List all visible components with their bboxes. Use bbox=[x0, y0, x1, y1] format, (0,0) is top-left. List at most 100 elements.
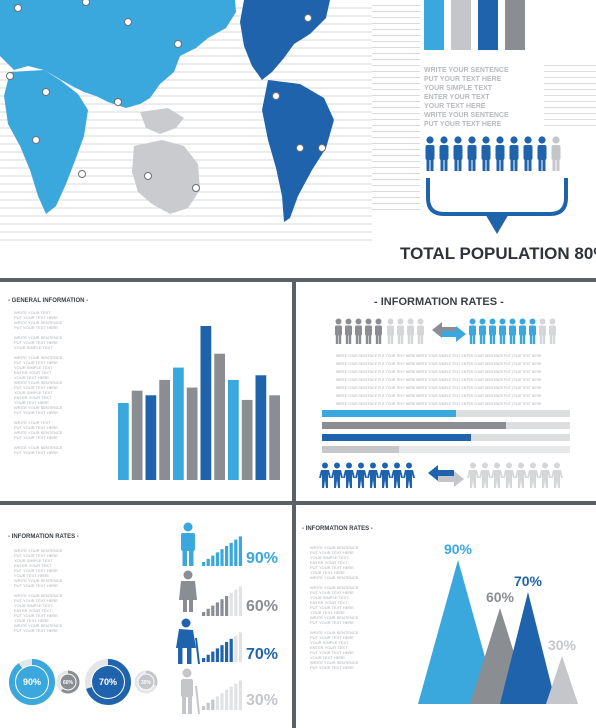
person-icon bbox=[549, 319, 556, 345]
sentence-line: YOUR SIMPLE TEXT bbox=[424, 84, 564, 93]
step-bar bbox=[211, 700, 214, 710]
people-group-blue bbox=[469, 319, 536, 345]
person-cane-icon bbox=[176, 668, 202, 716]
person-icon bbox=[355, 463, 367, 489]
triangle-D bbox=[546, 656, 578, 704]
top-left-stripes bbox=[0, 242, 372, 256]
person-icon bbox=[407, 319, 414, 345]
person-icon bbox=[510, 136, 519, 171]
person-woman-icon bbox=[178, 570, 198, 614]
info-rates-mid-title: - INFORMATION RATES - bbox=[374, 296, 504, 308]
step-bar bbox=[225, 690, 228, 710]
step-bar bbox=[220, 599, 223, 616]
bar-10 bbox=[242, 400, 253, 480]
progress-bars bbox=[322, 410, 570, 456]
bar-9 bbox=[228, 380, 239, 480]
person-icon bbox=[489, 319, 496, 345]
people-group-light bbox=[539, 319, 556, 345]
step-bar bbox=[220, 693, 223, 710]
map-pin bbox=[43, 89, 50, 96]
person-icon bbox=[387, 319, 394, 345]
triangle-chart: 90%60%70%30% bbox=[410, 522, 594, 712]
step-bar bbox=[202, 658, 205, 662]
step-bar bbox=[239, 536, 242, 566]
step-bar bbox=[211, 606, 214, 616]
info-rates-right-title: - INFORMATION RATES - bbox=[302, 526, 373, 532]
person-standing-icon bbox=[178, 522, 198, 568]
bar-5 bbox=[173, 368, 184, 480]
map-pin bbox=[83, 0, 90, 6]
progress-track bbox=[322, 410, 570, 417]
step-bar bbox=[202, 706, 205, 710]
bar-11 bbox=[256, 375, 267, 480]
person-icon bbox=[468, 136, 477, 171]
person-icon bbox=[524, 136, 533, 171]
map-pin bbox=[15, 5, 22, 12]
donut-label: 30% bbox=[141, 680, 152, 686]
people-group-light bbox=[467, 463, 563, 489]
person-icon bbox=[367, 463, 379, 489]
person-icon bbox=[343, 463, 355, 489]
step-bar bbox=[216, 602, 219, 616]
rate-steps-2 bbox=[202, 582, 244, 616]
divider-vertical-mid bbox=[292, 282, 296, 501]
step-bar bbox=[230, 593, 233, 616]
step-bar bbox=[234, 636, 237, 662]
sentence-line: YOUR TEXT HERE bbox=[424, 102, 564, 111]
top-bar bbox=[505, 0, 525, 50]
triangle-label: 30% bbox=[548, 637, 577, 653]
person-icon bbox=[391, 463, 403, 489]
info-rates-mid-text: WRITE YOUR SENTENCE PUT YOUR TEXT HERE W… bbox=[336, 352, 562, 408]
map-pin bbox=[273, 93, 280, 100]
step-bar bbox=[230, 543, 233, 566]
world-map bbox=[0, 0, 372, 252]
person-icon bbox=[499, 319, 506, 345]
map-pin bbox=[175, 41, 182, 48]
person-icon bbox=[551, 463, 563, 489]
top-right-stripes bbox=[372, 0, 420, 210]
map-pin bbox=[297, 145, 304, 152]
bar-6 bbox=[187, 388, 198, 480]
person-icon bbox=[375, 319, 382, 345]
person-icon bbox=[539, 463, 551, 489]
progress-fill bbox=[322, 434, 471, 441]
divider-mid bbox=[0, 501, 596, 505]
person-icon bbox=[491, 463, 503, 489]
person-icon bbox=[479, 319, 486, 345]
step-bar bbox=[239, 632, 242, 662]
bar-12 bbox=[269, 395, 280, 480]
step-bar bbox=[230, 687, 233, 710]
bracket-arrow bbox=[424, 176, 570, 238]
top-text-stripes bbox=[544, 60, 596, 130]
people-group-light bbox=[387, 319, 424, 345]
map-pin bbox=[145, 173, 152, 180]
bar-3 bbox=[146, 395, 157, 480]
bar-1 bbox=[118, 403, 129, 480]
rate-steps-4 bbox=[202, 676, 244, 710]
step-bar bbox=[207, 703, 210, 710]
person-icon bbox=[379, 463, 391, 489]
person-icon bbox=[482, 136, 491, 171]
person-icon bbox=[331, 463, 343, 489]
person-icon bbox=[509, 319, 516, 345]
divider-vertical-bottom bbox=[292, 505, 296, 728]
step-bar bbox=[216, 648, 219, 662]
map-pin bbox=[193, 185, 200, 192]
person-icon-gray bbox=[552, 136, 561, 171]
sentence-line: PUT YOUR TEXT HERE bbox=[424, 120, 564, 129]
step-bar bbox=[239, 586, 242, 616]
person-icon bbox=[345, 319, 352, 345]
progress-fill bbox=[322, 410, 456, 417]
person-icon bbox=[335, 319, 342, 345]
person-icon bbox=[454, 136, 463, 171]
progress-track bbox=[322, 446, 570, 453]
person-icon bbox=[397, 319, 404, 345]
donut-row: 90%60%70%30% bbox=[8, 652, 164, 712]
step-bar bbox=[202, 612, 205, 616]
progress-fill bbox=[322, 422, 506, 429]
general-info-chart bbox=[118, 326, 280, 480]
swap-arrows-icon bbox=[432, 322, 466, 342]
person-icon bbox=[519, 319, 526, 345]
map-pin bbox=[319, 145, 326, 152]
sentence-line: PUT YOUR TEXT HERE bbox=[424, 75, 564, 84]
